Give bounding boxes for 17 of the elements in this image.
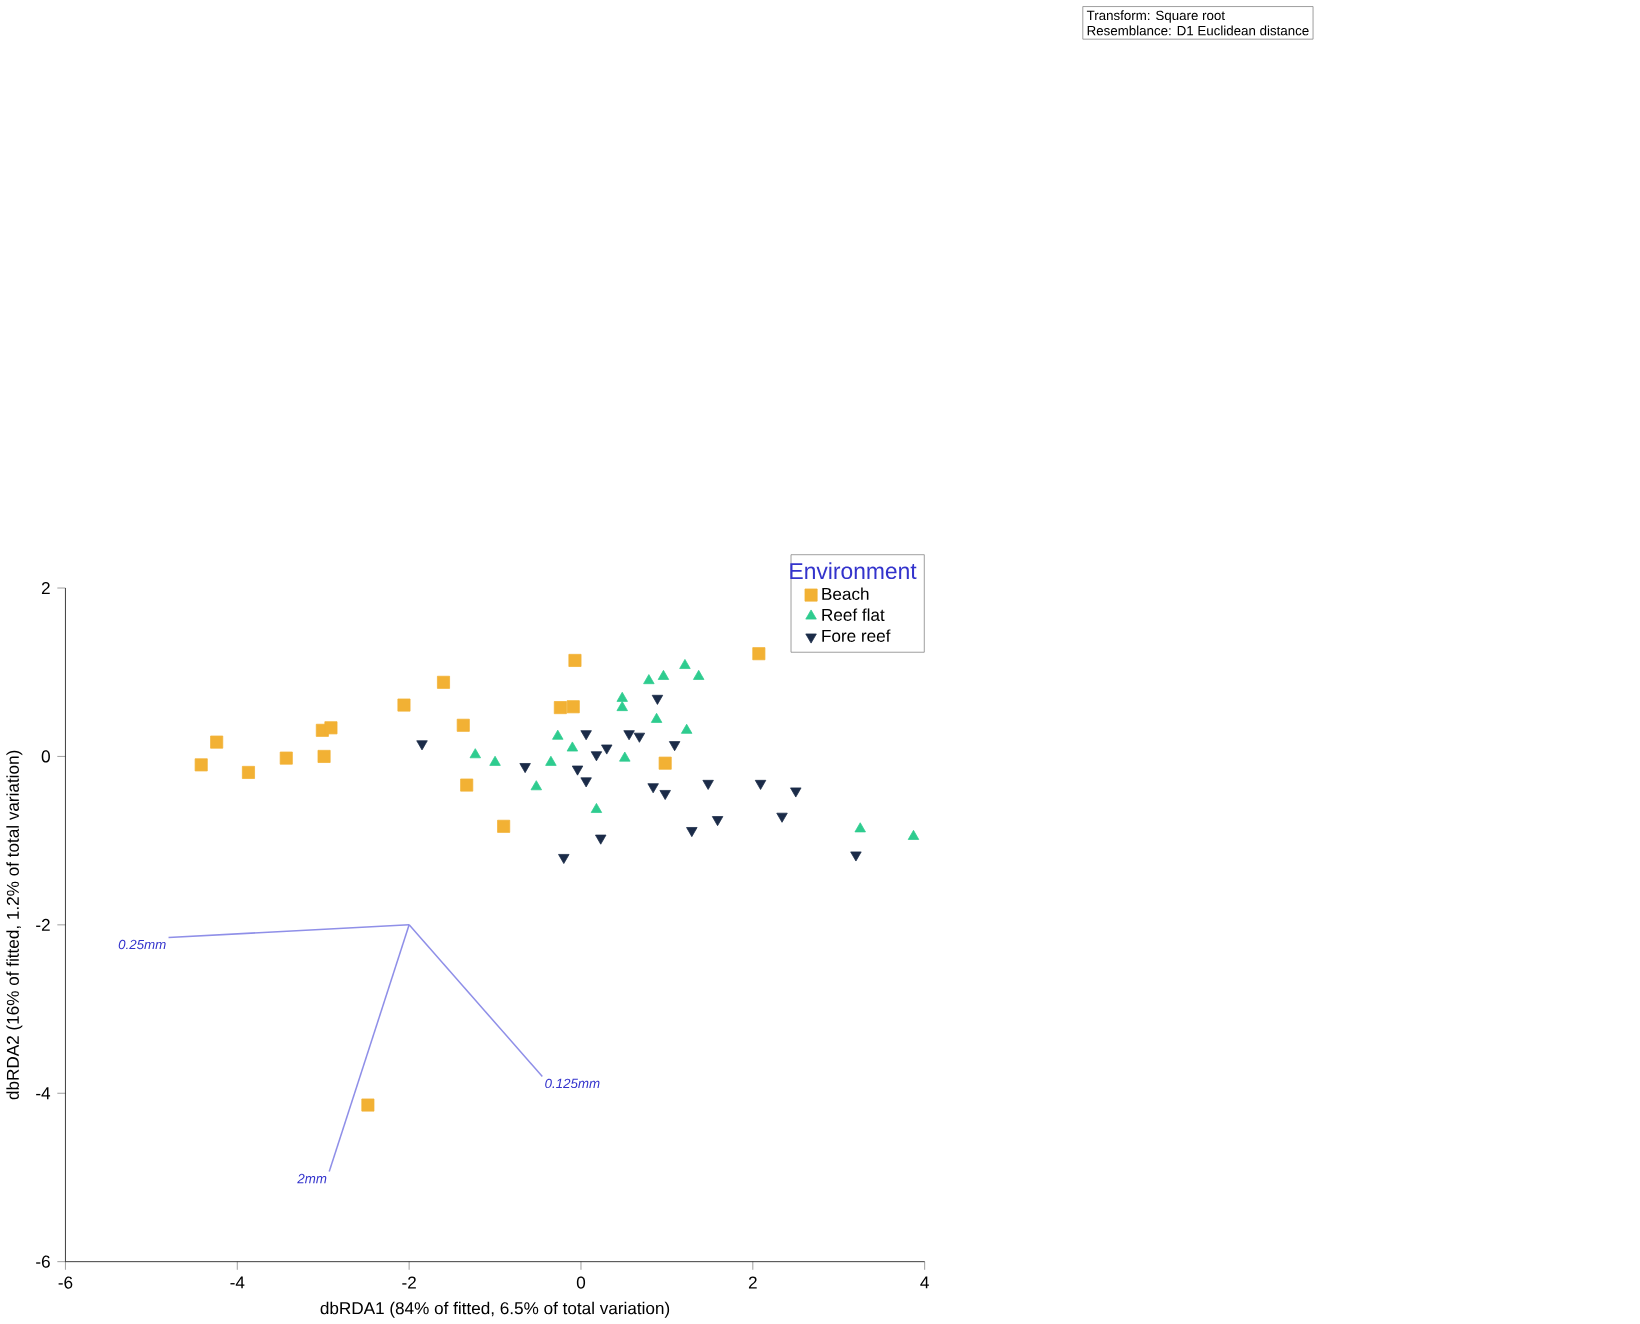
legend-title: Environment — [790, 562, 917, 580]
x-tick-label: -2 — [402, 1276, 416, 1289]
y-tick-label: -6 — [36, 1255, 50, 1268]
x-axis-title: dbRDA1 (84% of fitted, 6.5% of total variation) — [320, 1301, 670, 1318]
y-tick-label: 0 — [41, 750, 50, 763]
x-tick-label: 0 — [576, 1276, 586, 1289]
legend-label: Beach — [822, 587, 869, 601]
y-tick-label: 2 — [41, 582, 50, 594]
x-tick-label: -4 — [230, 1276, 245, 1289]
y-tick-label: -2 — [36, 918, 50, 931]
y-axis-title: dbRDA2 (16% of fitted, 1.2% of total variation) — [6, 750, 23, 1100]
x-tick-label: 2 — [748, 1276, 757, 1289]
x-tick-label: -6 — [58, 1276, 73, 1289]
x-tick-label: 4 — [920, 1276, 929, 1289]
legend-label: Reef flat — [822, 608, 885, 621]
y-tick-label: -4 — [36, 1087, 51, 1100]
legend-label: Fore reef — [822, 629, 891, 642]
